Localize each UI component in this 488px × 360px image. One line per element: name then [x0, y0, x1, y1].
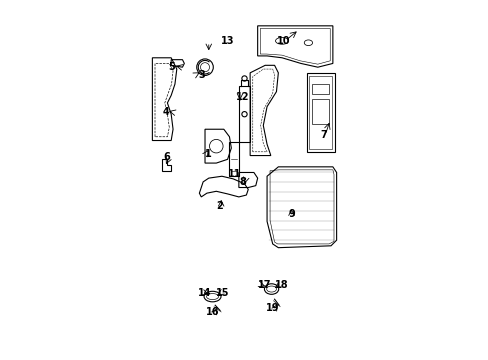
Text: 8: 8	[239, 177, 245, 187]
Text: 10: 10	[277, 36, 290, 46]
Text: 1: 1	[205, 149, 212, 159]
Text: 9: 9	[287, 209, 294, 219]
Text: 4: 4	[163, 107, 169, 117]
Text: 13: 13	[221, 36, 234, 46]
Bar	[311, 99, 328, 123]
Text: 15: 15	[216, 288, 229, 298]
Text: 12: 12	[235, 92, 249, 102]
Text: 16: 16	[205, 307, 219, 316]
Text: 7: 7	[320, 130, 327, 140]
Text: 11: 11	[228, 169, 242, 179]
Text: 14: 14	[198, 288, 211, 298]
Text: 6: 6	[163, 152, 169, 162]
Text: 17: 17	[258, 280, 271, 290]
Text: 3: 3	[198, 70, 204, 80]
Text: 19: 19	[265, 303, 279, 313]
Text: 18: 18	[274, 280, 287, 290]
Text: 5: 5	[167, 62, 174, 72]
Text: 2: 2	[216, 201, 223, 211]
Bar	[311, 84, 328, 94]
